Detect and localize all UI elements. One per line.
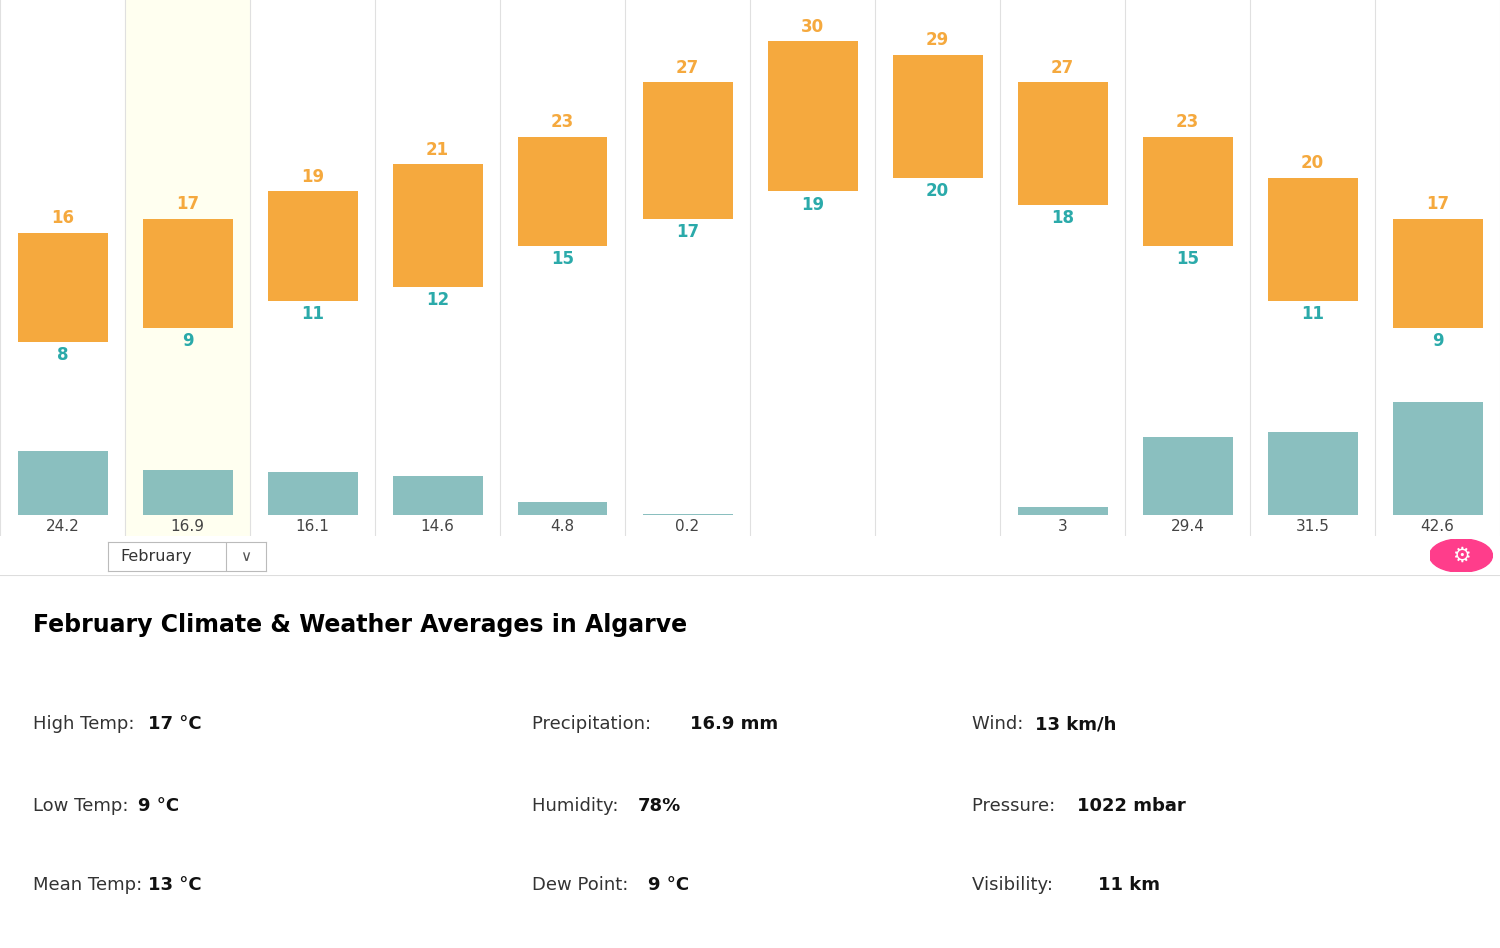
Bar — [1392, 219, 1482, 328]
Bar — [142, 219, 232, 328]
Bar — [393, 476, 483, 515]
Bar — [124, 0, 250, 383]
Text: 18: 18 — [1052, 210, 1074, 228]
Bar — [1143, 437, 1233, 515]
Bar — [1268, 178, 1358, 301]
Bar — [1143, 137, 1233, 246]
Bar — [642, 82, 732, 219]
Text: 1022 mbar: 1022 mbar — [1077, 797, 1185, 815]
Text: 31.5: 31.5 — [1296, 519, 1329, 534]
Text: Precipitation:: Precipitation: — [532, 716, 657, 734]
Text: Wind:: Wind: — [972, 716, 1029, 734]
Text: Humidity:: Humidity: — [532, 797, 624, 815]
Bar — [18, 451, 108, 515]
Text: 29: 29 — [926, 31, 950, 49]
Text: 30: 30 — [801, 18, 824, 36]
Bar — [518, 501, 608, 515]
Text: 17: 17 — [1426, 195, 1449, 213]
Text: 21: 21 — [426, 140, 448, 158]
Text: 9 °C: 9 °C — [138, 797, 178, 815]
Text: 13 km/h: 13 km/h — [1035, 716, 1116, 734]
Text: 20: 20 — [1300, 155, 1324, 173]
Bar — [18, 232, 108, 342]
Text: 15: 15 — [1176, 250, 1198, 268]
Text: 23: 23 — [550, 114, 574, 132]
Text: 11: 11 — [1300, 305, 1324, 323]
Text: 23: 23 — [1176, 114, 1198, 132]
Text: 27: 27 — [1052, 59, 1074, 77]
Text: 12: 12 — [426, 291, 448, 309]
Bar — [768, 41, 858, 191]
Text: ⚙: ⚙ — [1452, 545, 1470, 566]
Text: Showing:: Showing: — [18, 547, 111, 564]
Text: 16.1: 16.1 — [296, 519, 330, 534]
Bar — [393, 164, 483, 287]
Bar — [1392, 403, 1482, 515]
Text: 14.6: 14.6 — [420, 519, 454, 534]
Text: 9: 9 — [182, 333, 194, 351]
Text: 11 km: 11 km — [1098, 876, 1160, 894]
Text: 19: 19 — [302, 168, 324, 186]
Text: 16.9 mm: 16.9 mm — [690, 716, 778, 734]
Text: 16: 16 — [51, 210, 74, 227]
Text: 4.8: 4.8 — [550, 519, 574, 534]
Text: 0.2: 0.2 — [675, 519, 699, 534]
Text: Visibility:: Visibility: — [972, 876, 1059, 894]
Text: 17: 17 — [676, 223, 699, 241]
Text: 9 °C: 9 °C — [648, 876, 688, 894]
Text: 29.4: 29.4 — [1170, 519, 1204, 534]
Text: High Temp:: High Temp: — [33, 716, 141, 734]
Bar — [267, 191, 357, 301]
Circle shape — [1430, 538, 1492, 573]
Bar — [1268, 431, 1358, 515]
Text: 9: 9 — [1431, 333, 1443, 351]
Bar — [1017, 82, 1107, 205]
Bar — [1017, 506, 1107, 515]
Text: 16.9: 16.9 — [171, 519, 204, 534]
Text: 24.2: 24.2 — [45, 519, 80, 534]
Text: Low Temp:: Low Temp: — [33, 797, 135, 815]
Bar — [518, 137, 608, 246]
Text: 13 °C: 13 °C — [148, 876, 202, 894]
Text: 17: 17 — [176, 195, 200, 213]
Text: 3: 3 — [1058, 519, 1068, 534]
Bar — [892, 55, 983, 178]
Text: February Climate & Weather Averages in Algarve: February Climate & Weather Averages in A… — [33, 612, 687, 637]
Text: Dew Point:: Dew Point: — [532, 876, 634, 894]
Text: 78%: 78% — [638, 797, 681, 815]
Text: 20: 20 — [926, 182, 950, 200]
Text: 17 °C: 17 °C — [148, 716, 202, 734]
Text: Pressure:: Pressure: — [972, 797, 1060, 815]
Text: Mean Temp:: Mean Temp: — [33, 876, 148, 894]
Text: 15: 15 — [550, 250, 574, 268]
Text: 27: 27 — [676, 59, 699, 77]
Text: 8: 8 — [57, 346, 69, 364]
Text: ∨: ∨ — [240, 549, 252, 564]
Bar — [124, 383, 250, 536]
Text: 11: 11 — [302, 305, 324, 323]
Text: February: February — [120, 549, 192, 564]
Text: 42.6: 42.6 — [1420, 519, 1455, 534]
Bar — [142, 470, 232, 515]
Text: 19: 19 — [801, 195, 824, 213]
Bar — [267, 472, 357, 515]
